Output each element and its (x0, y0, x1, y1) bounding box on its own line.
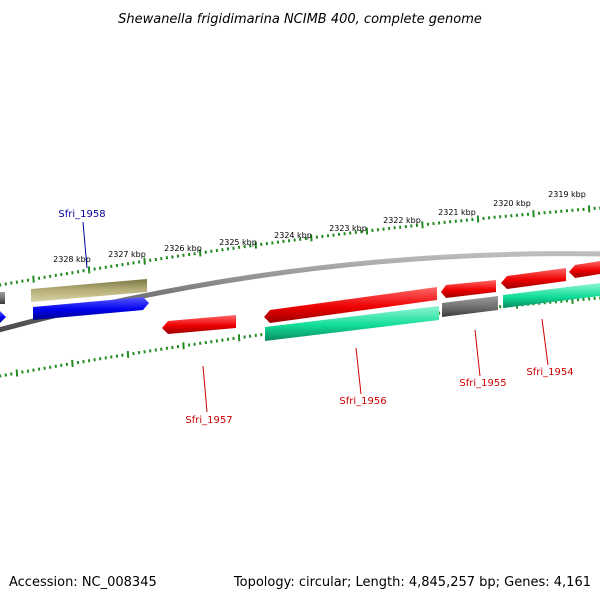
gene-label-leaders (82, 221, 549, 413)
gene-label-sfri-1958[interactable]: Sfri_1958 (58, 209, 105, 220)
map-title: Shewanella frigidimarina NCIMB 400, comp… (118, 12, 482, 27)
tick-label: 2322 kbp (383, 216, 421, 225)
leader-line (541, 318, 549, 366)
ruler-labels: 2328 kbp 2327 kbp 2326 kbp 2325 kbp 2324… (53, 190, 586, 264)
gene-box-gray[interactable] (442, 296, 498, 317)
gene-label-sfri-1957[interactable]: Sfri_1957 (185, 415, 232, 426)
gene-labels: Sfri_1958 Sfri_1957 Sfri_1956 Sfri_1955 … (58, 209, 573, 426)
leader-line (474, 329, 481, 377)
tick-label: 2323 kbp (329, 224, 367, 233)
gene-arrow-red[interactable] (162, 315, 236, 334)
gene-arrow-red[interactable] (501, 268, 566, 289)
upper-tick-track (0, 205, 600, 287)
topology-text: Topology: circular; Length: 4,845,257 bp… (233, 575, 591, 590)
tick-label: 2326 kbp (164, 244, 202, 253)
tick-label: 2321 kbp (438, 208, 476, 217)
gene-arrow-blue[interactable] (0, 311, 6, 323)
leader-line (82, 221, 88, 269)
gene-arrow-red[interactable] (569, 261, 600, 278)
gene-arrow-blue[interactable] (33, 297, 149, 320)
gene-label-sfri-1956[interactable]: Sfri_1956 (339, 396, 386, 407)
accession-text: Accession: NC_008345 (9, 575, 157, 590)
gene-label-sfri-1955[interactable]: Sfri_1955 (459, 378, 506, 389)
tick-label: 2327 kbp (108, 250, 146, 259)
gene-arrow-gray[interactable] (0, 292, 5, 304)
tick-label: 2325 kbp (219, 238, 257, 247)
gene-box-green[interactable] (265, 306, 439, 341)
gene-arrow-red[interactable] (441, 280, 496, 298)
gene-arrow-red[interactable] (264, 287, 437, 323)
gene-features (0, 261, 600, 341)
leader-line (202, 365, 208, 413)
gene-label-sfri-1954[interactable]: Sfri_1954 (526, 367, 573, 378)
gene-box-olive[interactable] (31, 279, 147, 302)
tick-label: 2319 kbp (548, 190, 586, 199)
gene-box-green[interactable] (503, 283, 600, 308)
tick-label: 2320 kbp (493, 199, 531, 208)
leader-line (355, 347, 362, 395)
tick-label: 2328 kbp (53, 255, 91, 264)
tick-label: 2324 kbp (274, 231, 312, 240)
